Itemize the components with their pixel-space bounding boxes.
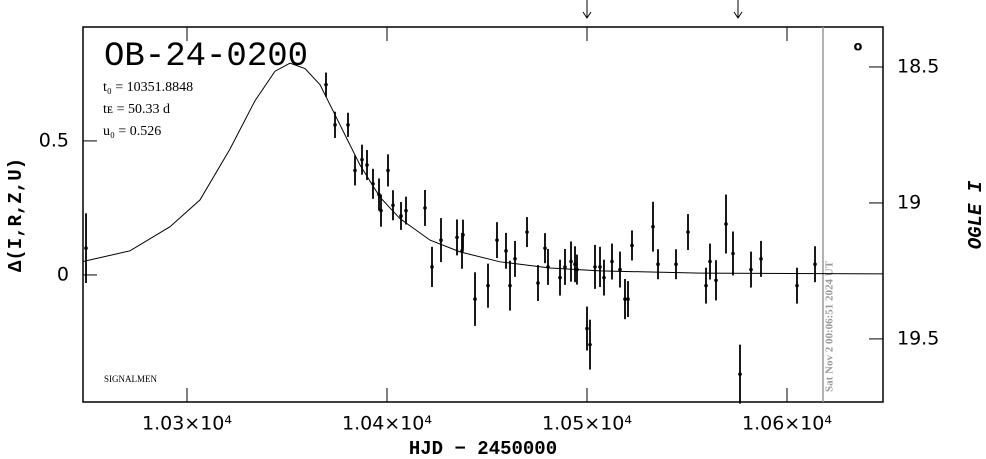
x-tick-label: 1.06×10⁴ bbox=[742, 413, 832, 435]
parameter: tᴇ = 50.33 d bbox=[103, 102, 170, 117]
data-point bbox=[543, 246, 547, 250]
data-point bbox=[84, 246, 88, 250]
data-point bbox=[704, 283, 708, 288]
x-tick-label: 1.04×10⁴ bbox=[342, 413, 432, 435]
data-point bbox=[333, 123, 337, 127]
data-point bbox=[525, 230, 529, 234]
data-point bbox=[486, 283, 490, 288]
data-point bbox=[593, 265, 597, 269]
data-point bbox=[513, 257, 517, 261]
plot-frame bbox=[82, 26, 884, 403]
data-point bbox=[626, 297, 630, 301]
data-point bbox=[455, 235, 459, 240]
data-point bbox=[324, 82, 328, 87]
data-point bbox=[674, 262, 678, 267]
y2-tick-label: 19.5 bbox=[897, 327, 939, 349]
data-point bbox=[759, 257, 763, 261]
data-point bbox=[353, 168, 357, 173]
data-point bbox=[813, 262, 817, 267]
data-point bbox=[623, 297, 627, 301]
data-point bbox=[430, 265, 434, 269]
timestamp: Sat Nov 2 00:06:51 2024 UT bbox=[824, 260, 836, 392]
data-point bbox=[610, 259, 614, 264]
data-point bbox=[714, 278, 718, 283]
data-point bbox=[585, 326, 589, 331]
data-point bbox=[563, 265, 567, 269]
x-tick-label: 1.03×10⁴ bbox=[142, 413, 232, 435]
parameter: u₀ = 0.526 bbox=[103, 124, 161, 139]
chart-title: OB-24-0200 bbox=[104, 38, 308, 76]
data-point bbox=[656, 262, 660, 267]
data-point bbox=[630, 243, 634, 248]
data-point bbox=[391, 203, 395, 208]
data-point bbox=[618, 267, 622, 272]
data-point bbox=[508, 283, 512, 288]
data-point bbox=[708, 259, 712, 264]
data-point bbox=[558, 275, 562, 280]
data-point bbox=[365, 163, 369, 167]
data-point bbox=[423, 206, 427, 210]
data-point bbox=[731, 251, 735, 256]
data-point bbox=[439, 238, 443, 242]
data-point bbox=[536, 281, 540, 285]
model-curve bbox=[83, 62, 883, 275]
data-point bbox=[371, 182, 375, 186]
x-tick-label: 1.05×10⁴ bbox=[542, 413, 632, 435]
data-point bbox=[460, 249, 464, 253]
data-point bbox=[651, 224, 655, 229]
epoch-arrow bbox=[582, 0, 592, 19]
data-point bbox=[795, 283, 799, 288]
data-point bbox=[461, 232, 465, 237]
data-point bbox=[598, 265, 602, 269]
data-point bbox=[386, 168, 390, 173]
footnote: SIGNALMEN bbox=[104, 374, 157, 384]
data-point bbox=[346, 123, 350, 127]
epoch-arrow bbox=[733, 0, 743, 19]
symbol: o bbox=[854, 40, 863, 55]
data-point bbox=[377, 192, 381, 197]
data-point bbox=[686, 230, 690, 234]
y-tick-label: 0.5 bbox=[39, 129, 69, 151]
data-point bbox=[575, 267, 579, 272]
y2-axis-label: OGLE I bbox=[965, 180, 986, 249]
x-axis-label: HJD − 2450000 bbox=[409, 438, 557, 459]
y2-tick-label: 18.5 bbox=[897, 55, 939, 77]
y-tick-label: 0 bbox=[57, 263, 69, 285]
data-point bbox=[399, 214, 403, 218]
data-point bbox=[588, 342, 592, 347]
data-point bbox=[379, 208, 383, 213]
data-point bbox=[573, 262, 577, 267]
data-point bbox=[504, 249, 508, 253]
data-point bbox=[569, 259, 573, 264]
data-point bbox=[602, 275, 606, 280]
data-point bbox=[360, 157, 364, 162]
data-point bbox=[473, 297, 477, 301]
data-point bbox=[738, 372, 742, 376]
parameter: t₀ = 10351.8848 bbox=[103, 80, 193, 95]
data-point bbox=[404, 208, 408, 213]
y-axis-label: Δ(I,R,Z,U) bbox=[5, 158, 27, 272]
data-point bbox=[495, 238, 499, 242]
data-point bbox=[546, 265, 550, 269]
data-point bbox=[749, 267, 753, 272]
y2-tick-label: 19 bbox=[897, 191, 921, 213]
data-point bbox=[724, 222, 728, 226]
